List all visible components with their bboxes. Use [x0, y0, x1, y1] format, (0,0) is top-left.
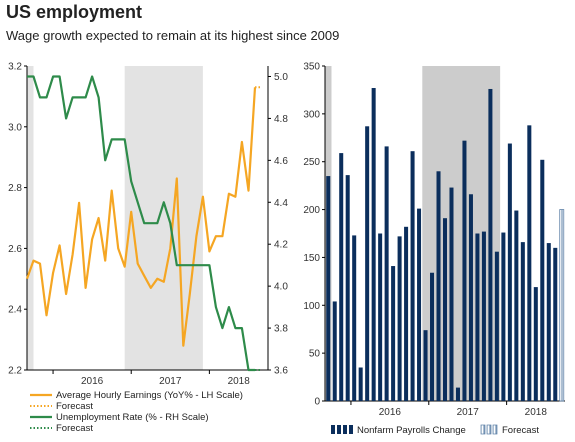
- payrolls-bar: [520, 242, 525, 401]
- payrolls-bar: [481, 231, 486, 401]
- left-legend-label-1: Forecast: [56, 401, 93, 412]
- right-y-tick-label: 3.8: [274, 324, 288, 335]
- payrolls-bar: [332, 301, 337, 401]
- bar-y-tick-label: 0: [314, 397, 320, 408]
- payrolls-bar: [326, 176, 331, 401]
- payrolls-bar: [358, 367, 363, 401]
- payrolls-bar: [449, 187, 454, 401]
- payrolls-bar: [397, 236, 402, 401]
- payrolls-bar: [391, 266, 396, 401]
- payrolls-bar: [417, 208, 422, 401]
- left-y-tick-label: 2.8: [8, 183, 22, 194]
- bar-y-tick-label: 50: [309, 349, 321, 360]
- forecast-legend-swatch: [492, 424, 498, 435]
- right-y-tick-label: 3.6: [274, 366, 288, 377]
- payrolls-bar: [430, 272, 435, 401]
- forecast-legend-swatch: [480, 424, 486, 435]
- page-title: US employment: [6, 2, 143, 22]
- payrolls-bar: [468, 194, 473, 401]
- left-y-tick-label: 3.0: [8, 122, 22, 133]
- payrolls-bar: [339, 153, 344, 401]
- bar-y-tick-label: 200: [303, 205, 320, 216]
- payrolls-bar: [423, 330, 428, 401]
- bar-legend-label-0: Nonfarm Payrolls Change: [357, 425, 466, 436]
- payrolls-bar: [488, 88, 493, 401]
- right-y-tick-label: 4.0: [274, 282, 288, 293]
- payrolls-bar: [507, 143, 512, 401]
- payrolls-bar: [462, 140, 467, 401]
- left-y-tick-label: 2.6: [8, 244, 22, 255]
- left-legend-label-3: Forecast: [56, 423, 93, 434]
- bar-y-tick-label: 100: [303, 301, 320, 312]
- payrolls-bar: [352, 235, 357, 401]
- left-y-tick-label: 2.2: [8, 366, 22, 377]
- left-x-tick-label: 2018: [228, 376, 251, 387]
- payrolls-bar: [384, 146, 389, 401]
- bar-y-tick-label: 350: [303, 62, 320, 73]
- payrolls-bar: [553, 247, 558, 401]
- payrolls-bar: [345, 175, 350, 401]
- bar-legend-swatch: [331, 425, 335, 434]
- payrolls-bar: [378, 233, 383, 401]
- bar-x-tick-label: 2017: [457, 407, 480, 418]
- left-y-tick-label: 3.2: [8, 62, 22, 73]
- forecast-legend-swatch: [486, 424, 492, 435]
- left-series-line-2: [27, 75, 255, 372]
- payrolls-bar: [442, 218, 448, 401]
- left-y-tick-label: 2.4: [8, 305, 22, 316]
- right-y-tick-label: 4.4: [274, 198, 288, 209]
- bar-legend-swatch: [343, 425, 347, 434]
- payrolls-bar: [410, 151, 415, 401]
- payrolls-bar: [436, 171, 441, 401]
- payrolls-bar: [475, 233, 480, 401]
- payrolls-bar: [371, 88, 376, 401]
- payrolls-bar: [527, 125, 532, 401]
- right-y-tick-label: 4.2: [274, 240, 288, 251]
- page-subtitle: Wage growth expected to remain at its hi…: [6, 28, 340, 43]
- payrolls-bar: [533, 287, 538, 401]
- payrolls-bar: [455, 387, 460, 401]
- left-legend-label-2: Unemployment Rate (% - RH Scale): [56, 412, 209, 423]
- bar-y-tick-label: 300: [303, 109, 320, 120]
- bar-x-tick-label: 2016: [379, 407, 402, 418]
- left-shaded-period-0: [27, 66, 34, 370]
- bar-legend-swatch: [349, 425, 353, 434]
- bar-legend-swatch: [337, 425, 341, 434]
- right-y-tick-label: 4.6: [274, 156, 288, 167]
- right-y-tick-label: 4.8: [274, 114, 288, 125]
- bar-legend-label-1: Forecast: [502, 425, 539, 436]
- payrolls-bar: [494, 251, 499, 401]
- forecast-bar: [559, 209, 565, 402]
- payrolls-bar: [501, 232, 506, 401]
- left-series-line-0: [25, 87, 257, 347]
- bar-x-tick-label: 2018: [525, 407, 548, 418]
- right-y-tick-label: 5.0: [274, 72, 288, 83]
- bar-y-tick-label: 250: [303, 157, 320, 168]
- left-x-tick-label: 2016: [81, 376, 104, 387]
- bar-y-tick-label: 150: [303, 253, 320, 264]
- payrolls-bar: [540, 159, 545, 401]
- left-shaded-period-1: [124, 66, 203, 370]
- payrolls-bar: [404, 226, 409, 401]
- payrolls-bar: [514, 210, 519, 401]
- left-x-tick-label: 2017: [159, 376, 182, 387]
- payrolls-bar: [546, 243, 551, 401]
- left-legend-label-0: Average Hourly Earnings (YoY% - LH Scale…: [56, 390, 243, 401]
- right-shaded-period-1: [422, 66, 501, 401]
- payrolls-bar: [365, 126, 370, 402]
